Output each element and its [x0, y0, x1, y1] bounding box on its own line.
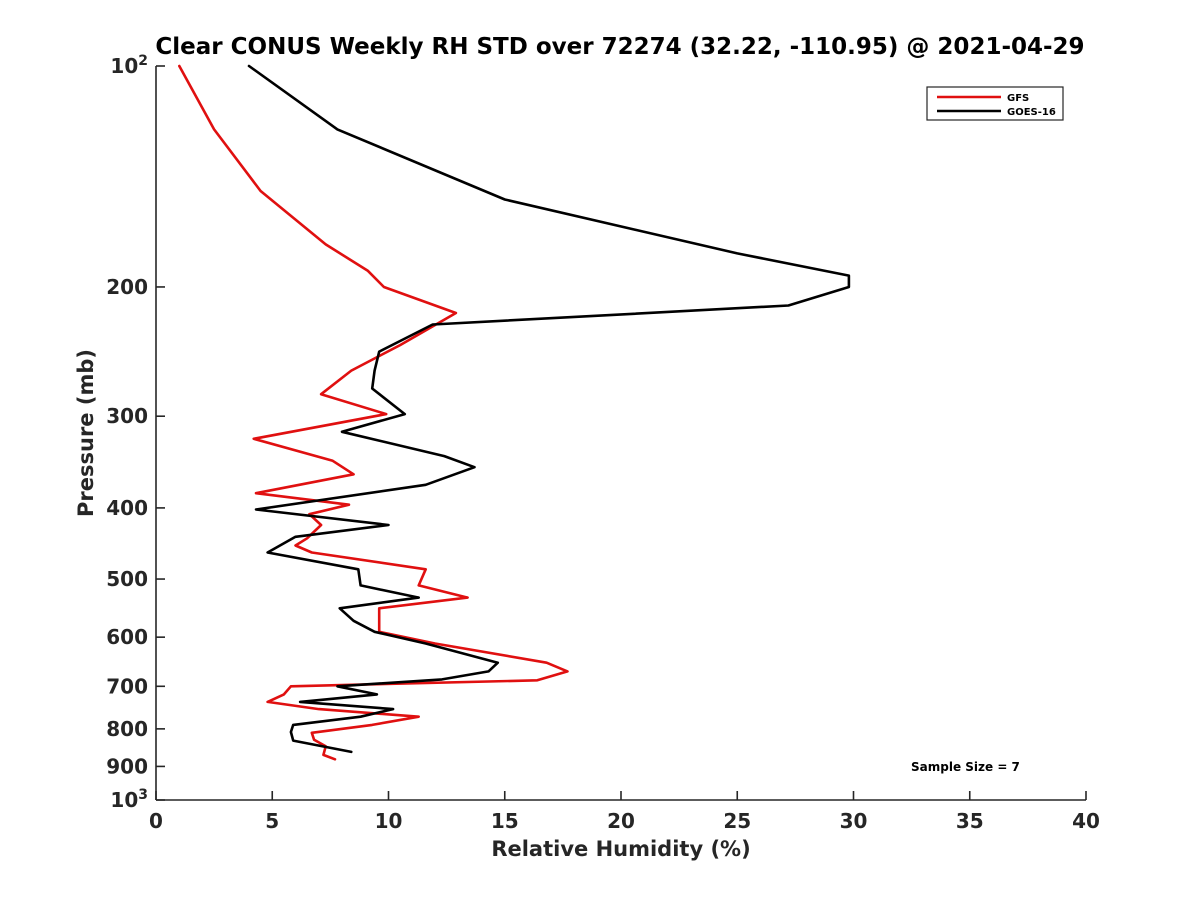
axes [155, 66, 1086, 801]
y-tick-label: 500 [106, 567, 148, 591]
y-tick-label: 400 [106, 496, 148, 520]
y-axis-label: Pressure (mb) [74, 349, 98, 517]
chart-title: Clear CONUS Weekly RH STD over 72274 (32… [155, 34, 1084, 60]
series-line-goes-16 [247, 64, 851, 754]
x-tick-label: 15 [491, 809, 519, 833]
y-tick-label: 900 [106, 754, 148, 778]
y-tick-label: 300 [106, 404, 148, 428]
legend-label-goes-16: GOES-16 [1007, 107, 1056, 118]
x-tick-label: 5 [265, 809, 279, 833]
y-tick-label: 103 [110, 787, 148, 812]
y-tick-label: 600 [106, 625, 148, 649]
series-group [178, 64, 851, 761]
legend: GFS GOES-16 [926, 86, 1064, 121]
legend-box [926, 86, 1064, 121]
sample-size-annotation: Sample Size = 7 [911, 760, 1020, 774]
x-tick-label: 35 [956, 809, 984, 833]
x-tick-label: 40 [1072, 809, 1100, 833]
y-tick-label: 102 [110, 53, 148, 78]
series-line-gfs [178, 64, 569, 761]
x-ticks: 0 5 10 15 20 25 30 35 40 [149, 791, 1100, 833]
x-tick-label: 20 [607, 809, 635, 833]
x-tick-label: 0 [149, 809, 163, 833]
x-tick-label: 10 [375, 809, 403, 833]
y-ticks: 102 200 300 400 500 600 700 800 900 103 [106, 53, 165, 812]
legend-label-gfs: GFS [1007, 93, 1029, 104]
x-tick-label: 30 [840, 809, 868, 833]
x-tick-label: 25 [723, 809, 751, 833]
y-tick-label: 800 [106, 717, 148, 741]
x-axis-label: Relative Humidity (%) [491, 837, 750, 861]
y-tick-label: 200 [106, 275, 148, 299]
y-tick-label: 700 [106, 674, 148, 698]
